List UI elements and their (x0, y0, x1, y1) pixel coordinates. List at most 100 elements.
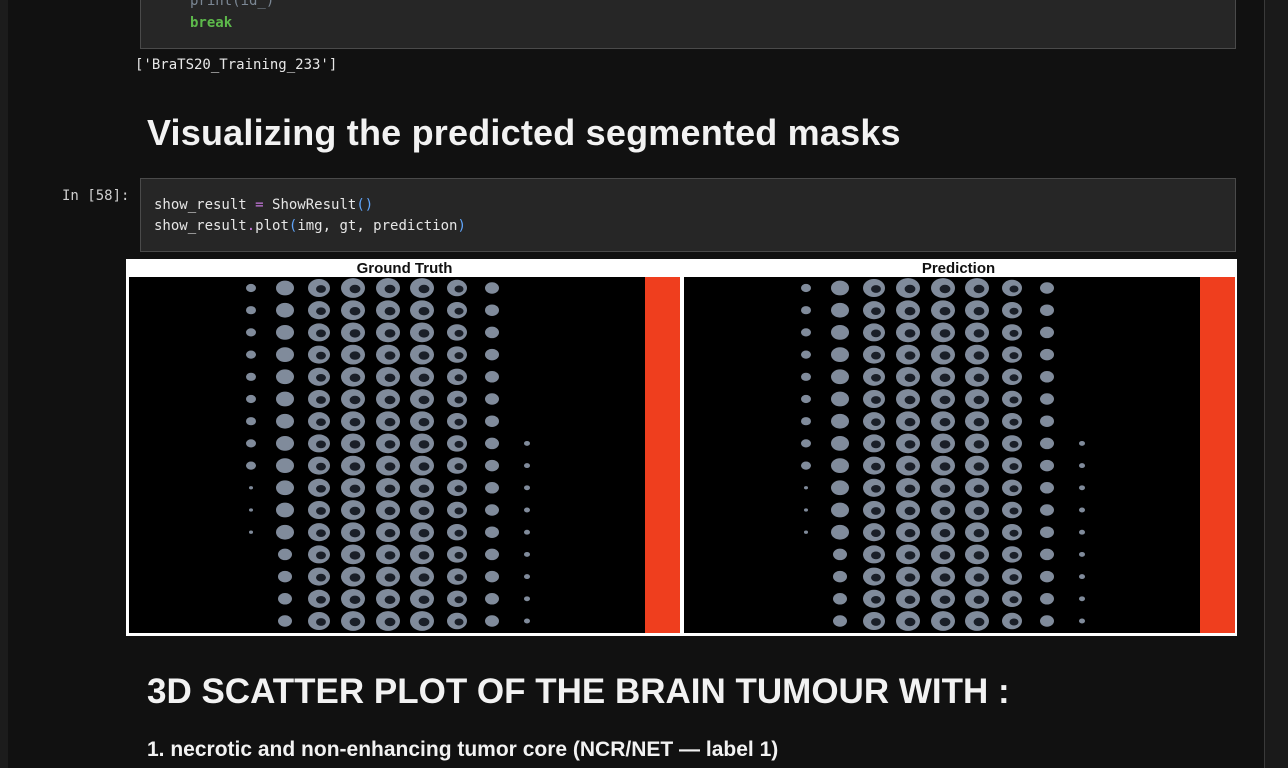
vertical-scrollbar[interactable] (1265, 0, 1288, 768)
brain-slice-detail (904, 351, 916, 360)
brain-slice-detail (384, 573, 396, 582)
brain-slice-detail (1009, 551, 1019, 559)
brain-slice (801, 372, 811, 381)
brain-slice (485, 593, 499, 605)
list-item-label-1: 1. necrotic and non-enhancing tumor core… (147, 738, 779, 761)
brain-slice-detail (939, 440, 951, 449)
brain-slice-detail (973, 351, 985, 360)
brain-slice-detail (871, 418, 881, 427)
brain-slice (1079, 574, 1085, 580)
brain-slice (801, 306, 811, 315)
brain-slice (485, 371, 499, 383)
brain-slice (1040, 282, 1054, 294)
brain-slice (485, 393, 499, 405)
brain-slice-detail (1009, 418, 1019, 426)
brain-slice (1040, 504, 1054, 516)
brain-slice-detail (904, 373, 916, 382)
panel-background (684, 277, 1235, 633)
brain-slice-detail (904, 329, 916, 338)
brain-slice (1079, 507, 1085, 513)
brain-slice-detail (939, 418, 951, 427)
brain-slice (1079, 596, 1085, 602)
brain-slice (485, 548, 499, 561)
brain-slice (249, 508, 253, 512)
brain-slice (1040, 526, 1054, 538)
brain-slice-detail (904, 529, 916, 538)
brain-slice-detail (454, 618, 464, 626)
brain-slice-detail (1009, 329, 1019, 337)
brain-slice-detail (871, 307, 881, 316)
brain-slice-detail (939, 529, 951, 538)
brain-slice (278, 615, 292, 627)
brain-slice (831, 391, 849, 407)
brain-slice-detail (904, 551, 916, 560)
brain-slice (801, 461, 811, 470)
brain-slice-detail (939, 373, 951, 382)
brain-slice (278, 593, 292, 605)
brain-slice-detail (973, 307, 985, 316)
brain-slice (1040, 459, 1054, 472)
brain-slice (833, 548, 847, 561)
brain-slice-detail (904, 484, 916, 493)
brain-slice-detail (349, 462, 361, 471)
brain-slice-detail (418, 307, 430, 316)
brain-slice-detail (1009, 507, 1019, 515)
brain-slice-detail (418, 573, 430, 582)
brain-slice-detail (939, 617, 951, 627)
section-heading-scatter: 3D SCATTER PLOT OF THE BRAIN TUMOUR WITH… (147, 672, 1010, 711)
brain-slice-detail (418, 351, 430, 360)
brain-slice (246, 306, 256, 315)
brain-slice-detail (316, 285, 326, 293)
brain-slice (524, 574, 530, 580)
brain-slice-detail (349, 395, 361, 405)
brain-slice-detail (454, 574, 464, 582)
brain-slice-detail (904, 573, 916, 582)
brain-slice-detail (316, 307, 326, 316)
brain-slice-detail (384, 462, 396, 471)
brain-slice (831, 413, 849, 429)
brain-slice-detail (904, 506, 916, 516)
brain-slice-detail (349, 284, 361, 294)
code-cell-58[interactable]: show_result = ShowResult() show_result.p… (140, 178, 1236, 252)
brain-slice (831, 480, 849, 496)
brain-slice (246, 439, 256, 448)
brain-slice (246, 283, 256, 293)
brain-slice (249, 486, 253, 490)
brain-slice (801, 328, 811, 337)
ground-truth-title: Ground Truth (356, 260, 453, 277)
brain-slice (1079, 551, 1085, 557)
brain-slice (1079, 463, 1085, 469)
brain-slice-detail (349, 418, 361, 427)
brain-slice (276, 391, 294, 407)
brain-slice-detail (871, 573, 881, 582)
brain-slice-detail (316, 551, 326, 560)
brain-slice (276, 302, 294, 318)
brain-slice-detail (316, 396, 326, 404)
brain-slice (1040, 548, 1054, 561)
brain-slice-detail (871, 285, 881, 293)
brain-slice (276, 280, 294, 296)
brain-slice-detail (349, 551, 361, 560)
brain-slice-detail (349, 506, 361, 516)
brain-slice-detail (418, 617, 430, 627)
code-line-1: show_result = ShowResult() (154, 197, 374, 213)
brain-slice (246, 328, 256, 337)
brain-slice-detail (418, 529, 430, 538)
brain-slice-detail (904, 284, 916, 294)
brain-slice (524, 529, 530, 535)
brain-slice-detail (384, 284, 396, 294)
brain-slice-detail (1009, 596, 1019, 604)
brain-slice-detail (904, 418, 916, 427)
brain-slice-detail (939, 351, 951, 360)
brain-slice-detail (1009, 529, 1019, 537)
brain-slice (485, 304, 499, 316)
brain-slice-detail (973, 462, 985, 471)
brain-slice (801, 283, 811, 293)
cell-output-text: ['BraTS20_Training_233'] (135, 57, 338, 73)
brain-slice-detail (454, 485, 464, 493)
code-cell-top[interactable]: print(id_) break (140, 0, 1236, 49)
brain-slice-detail (939, 551, 951, 560)
brain-slice-detail (349, 351, 361, 360)
brain-slice-detail (871, 329, 881, 338)
brain-slice (1040, 593, 1054, 605)
